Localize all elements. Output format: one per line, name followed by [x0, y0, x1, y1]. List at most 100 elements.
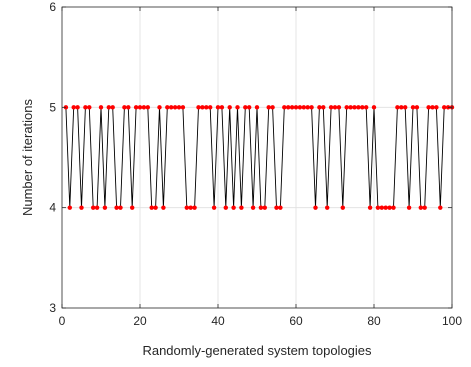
- data-point: [426, 105, 431, 110]
- data-point: [301, 105, 306, 110]
- data-point: [360, 105, 365, 110]
- data-point: [87, 105, 92, 110]
- data-point: [200, 105, 205, 110]
- data-point: [430, 105, 435, 110]
- data-point: [227, 105, 232, 110]
- data-point: [75, 105, 80, 110]
- data-point: [325, 205, 330, 210]
- data-point: [387, 205, 392, 210]
- data-point: [250, 205, 256, 210]
- y-tick-label: 3: [49, 301, 56, 315]
- data-point: [192, 205, 197, 210]
- data-point: [165, 105, 170, 110]
- data-point: [270, 105, 275, 110]
- data-point: [196, 105, 201, 110]
- data-point: [262, 205, 267, 210]
- data-point: [231, 205, 236, 210]
- data-point: [403, 105, 408, 110]
- y-axis-label: Number of iterations: [20, 98, 35, 216]
- data-point: [258, 205, 264, 210]
- data-point: [145, 105, 150, 110]
- data-point: [391, 205, 396, 210]
- data-point: [180, 105, 186, 110]
- data-point: [336, 105, 342, 110]
- data-point: [211, 205, 217, 210]
- data-point: [313, 205, 318, 210]
- x-tick-label: 60: [289, 314, 303, 328]
- data-point: [71, 105, 76, 110]
- data-point: [118, 205, 123, 210]
- y-tick-label: 5: [49, 100, 56, 114]
- data-point: [293, 105, 299, 110]
- data-point: [379, 205, 384, 210]
- data-point: [332, 105, 338, 110]
- axis-ticks: 0 20 40 60 80 100 3 4 5 6: [49, 0, 462, 328]
- x-tick-label: 20: [133, 314, 147, 328]
- data-point: [297, 105, 303, 110]
- data-point: [188, 205, 193, 210]
- data-point: [204, 105, 209, 110]
- data-point: [399, 105, 404, 110]
- data-point: [305, 105, 310, 110]
- data-point: [83, 105, 88, 110]
- y-tick-label: 4: [49, 201, 56, 215]
- data-point: [414, 105, 420, 110]
- data-point: [278, 205, 283, 210]
- y-tick-label: 6: [49, 0, 56, 14]
- data-point: [94, 205, 100, 210]
- data-point: [395, 105, 400, 110]
- data-point: [321, 105, 326, 110]
- data-point: [208, 105, 213, 110]
- data-point: [161, 205, 166, 210]
- data-point: [122, 105, 127, 110]
- data-point: [243, 105, 248, 110]
- x-tick-label: 0: [59, 314, 66, 328]
- data-point: [141, 105, 147, 110]
- data-point: [102, 205, 108, 210]
- data-point: [153, 205, 158, 210]
- data-point: [169, 105, 174, 110]
- data-point: [184, 205, 189, 210]
- data-point: [133, 105, 139, 110]
- plot-frame: [61, 6, 453, 309]
- data-point: [383, 205, 388, 210]
- data-point: [286, 105, 291, 110]
- data-point: [371, 105, 377, 110]
- data-point: [239, 205, 244, 210]
- x-tick-label: 40: [211, 314, 225, 328]
- data-point: [235, 105, 240, 110]
- data-point: [137, 105, 143, 110]
- data-point: [422, 205, 427, 210]
- series-layer: [63, 105, 455, 210]
- data-point: [274, 205, 279, 210]
- data-point: [442, 105, 447, 110]
- data-point: [352, 105, 357, 110]
- data-point: [114, 205, 119, 210]
- data-point: [418, 205, 423, 210]
- data-point: [375, 205, 381, 210]
- data-point: [356, 105, 361, 110]
- data-point: [247, 105, 252, 110]
- x-tick-label: 100: [442, 314, 462, 328]
- data-point: [219, 105, 225, 110]
- data-point: [282, 105, 287, 110]
- plot-area: [62, 7, 452, 308]
- data-point: [340, 205, 345, 210]
- data-point: [176, 105, 182, 110]
- data-point: [344, 105, 349, 110]
- data-point: [317, 105, 322, 110]
- data-point: [172, 105, 178, 110]
- data-point: [410, 105, 416, 110]
- data-point: [149, 205, 154, 210]
- data-point: [309, 105, 314, 110]
- x-tick-label: 80: [367, 314, 381, 328]
- data-point: [98, 105, 104, 110]
- data-point: [91, 205, 96, 210]
- data-point: [126, 105, 131, 110]
- data-point: [434, 105, 439, 110]
- x-axis-label: Randomly-generated system topologies: [142, 343, 372, 358]
- data-point: [79, 205, 84, 210]
- data-point: [364, 105, 369, 110]
- data-point: [130, 205, 135, 210]
- data-point: [157, 105, 162, 110]
